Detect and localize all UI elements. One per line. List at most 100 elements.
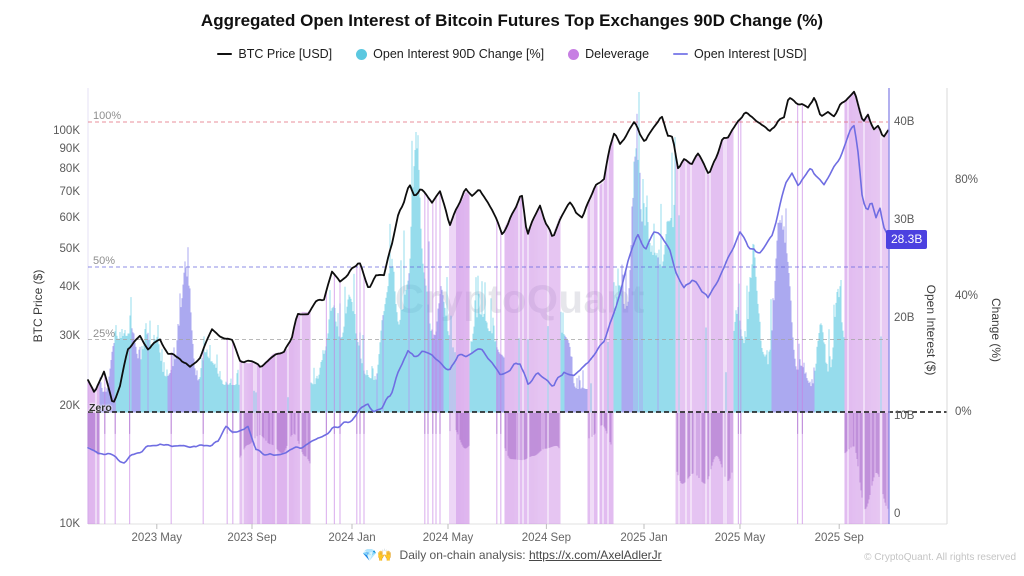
oi-change-bar — [348, 294, 350, 413]
deleverage-bar — [467, 193, 469, 524]
oi-change-bar — [412, 187, 414, 413]
oi-change-bar — [192, 343, 194, 413]
oi-change-bar — [235, 384, 237, 413]
oi-change-bar — [775, 258, 777, 413]
oi-change-bar — [832, 347, 834, 413]
oi-change-bar — [585, 389, 587, 413]
oi-change-bar — [159, 352, 161, 413]
oi-change-bar — [571, 356, 573, 413]
oi-change-bar — [566, 338, 568, 413]
deleverage-neg-bar — [232, 413, 234, 434]
deleverage-bar-single — [114, 397, 116, 524]
deleverage-neg-bar — [554, 413, 556, 446]
deleverage-neg-bar — [276, 413, 278, 450]
oi-change-bar — [364, 373, 366, 413]
legend-item[interactable]: BTC Price [USD] — [217, 47, 332, 61]
deleverage-neg-bar — [94, 413, 96, 453]
legend-item[interactable]: Deleverage — [568, 47, 649, 61]
author-link[interactable]: https://x.com/AxelAdlerJr — [528, 548, 662, 562]
oi-change-bar — [824, 344, 826, 413]
deleverage-neg-bar — [603, 413, 605, 427]
oi-change-bar — [117, 338, 119, 413]
deleverage-neg-bar — [867, 413, 869, 504]
deleverage-bar — [545, 223, 547, 524]
deleverage-neg-bar — [256, 413, 258, 437]
oi-change-bar — [431, 329, 433, 413]
oi-change-bar — [153, 334, 155, 413]
deleverage-neg-bar — [609, 413, 611, 443]
oi-change-bar — [777, 222, 779, 413]
deleverage-bar — [241, 360, 243, 524]
oi-change-bar — [145, 323, 147, 413]
deleverage-neg-bar — [852, 413, 854, 447]
deleverage-neg-bar — [593, 413, 595, 435]
deleverage-bar — [528, 228, 530, 525]
deleverage-neg-bar — [339, 413, 341, 434]
deleverage-neg-bar — [467, 413, 469, 447]
oi-change-bar — [330, 310, 332, 413]
deleverage-neg-bar — [679, 413, 681, 481]
deleverage-bar — [700, 159, 702, 525]
oi-change-bar — [310, 382, 312, 413]
deleverage-bar — [732, 129, 734, 524]
oi-change-bar — [190, 312, 192, 413]
oi-change-bar — [337, 313, 339, 413]
oi-change-bar — [447, 331, 449, 413]
oi-change-bar — [119, 332, 121, 413]
oi-change-bar — [745, 336, 747, 413]
deleverage-bar — [720, 141, 722, 524]
deleverage-neg-bar — [96, 413, 98, 454]
oi-change-bar — [407, 280, 409, 413]
oi-change-bar — [183, 272, 185, 413]
oi-change-bar — [373, 379, 375, 413]
oi-change-bar — [617, 268, 619, 413]
legend-item[interactable]: Open Interest [USD] — [673, 47, 807, 61]
deleverage-bar — [537, 210, 539, 524]
deleverage-bar — [554, 229, 556, 525]
oi-change-bar — [196, 370, 198, 413]
deleverage-bar — [266, 360, 268, 524]
oi-change-bar — [761, 348, 763, 413]
deleverage-bar — [504, 226, 506, 525]
oi-change-bar — [409, 258, 411, 413]
oi-change-bar — [475, 277, 477, 413]
deleverage-neg-bar — [243, 413, 245, 450]
oi-change-bar — [125, 335, 127, 413]
oi-change-bar — [354, 314, 356, 413]
deleverage-neg-bar — [538, 413, 540, 453]
open-interest-line — [87, 124, 889, 464]
oi-change-bar — [651, 245, 653, 413]
oi-change-bar — [329, 290, 331, 413]
deleverage-bar — [873, 131, 875, 524]
oi-change-bar — [377, 364, 379, 413]
oi-change-bar — [371, 366, 373, 413]
oi-change-bar — [830, 367, 832, 413]
deleverage-bar — [90, 385, 92, 524]
deleverage-neg-bar — [801, 413, 803, 434]
deleverage-bar — [534, 215, 536, 524]
deleverage-neg-bar — [468, 413, 470, 446]
oi-change-bar — [489, 331, 491, 413]
deleverage-neg-bar — [290, 413, 292, 437]
oi-change-bar — [798, 343, 800, 413]
oi-change-bar — [671, 152, 673, 413]
legend-item[interactable]: Open Interest 90D Change [%] — [356, 47, 544, 61]
oi-change-bar — [441, 289, 443, 413]
deleverage-neg-bar — [532, 413, 534, 456]
deleverage-neg-bar — [866, 413, 868, 507]
deleverage-bar — [296, 317, 298, 524]
deleverage-bar — [718, 148, 720, 524]
oi-change-bar — [814, 370, 816, 413]
deleverage-neg-bar — [303, 413, 305, 456]
oi-change-bar — [352, 311, 354, 413]
deleverage-neg-bar — [556, 413, 558, 446]
oi-change-bar — [779, 220, 781, 413]
deleverage-bar — [676, 159, 678, 524]
oi-change-bar — [395, 304, 397, 413]
oi-change-bar — [236, 373, 238, 413]
oi-change-bar — [618, 285, 620, 413]
oi-change-bar — [815, 363, 817, 413]
deleverage-neg-bar — [283, 413, 285, 452]
deleverage-bar — [456, 208, 458, 525]
deleverage-neg-bar — [714, 413, 716, 458]
